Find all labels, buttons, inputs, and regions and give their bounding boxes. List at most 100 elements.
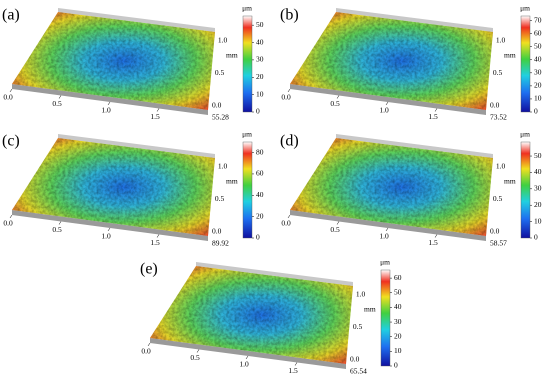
x-tick [294, 362, 298, 366]
panel-label: (d) [280, 133, 299, 150]
panel-label: (e) [140, 261, 158, 278]
colorbar-unit: μm [380, 258, 390, 267]
colorbar-tick-label: 40 [534, 54, 542, 63]
y-tick-label: 1.0 [218, 36, 228, 45]
x-tick-label: 0.0 [281, 219, 291, 228]
colorbar-unit: μm [520, 4, 530, 13]
y-tick-label: 0.5 [493, 68, 503, 77]
x-tick [9, 214, 13, 219]
colorbar-tick-label: 10 [256, 89, 264, 98]
x-tick-label: 1.5 [150, 112, 160, 121]
x-tick-label: 1.0 [101, 232, 111, 241]
back-wall [336, 134, 493, 158]
colorbar-tick-label: 20 [534, 200, 542, 209]
y-axis-unit: mm [226, 177, 238, 186]
y-tick-label: 0.5 [215, 68, 225, 77]
colorbar-tick-label: 40 [256, 37, 264, 46]
x-tick-label: 0.0 [281, 93, 291, 102]
x-tick [156, 234, 160, 238]
colorbar-tick-label: 30 [534, 184, 542, 193]
y-tick-label: 0.5 [353, 322, 363, 331]
colorbar [520, 141, 531, 239]
x-tick [147, 342, 151, 347]
x-tick-label: 0.5 [330, 225, 340, 234]
colorbar-tick-label: 20 [256, 211, 264, 220]
x-tick [434, 108, 438, 112]
x-tick-label: 1.5 [288, 366, 298, 375]
colorbar-tick-label: 50 [534, 151, 542, 160]
back-wall [58, 134, 215, 158]
colorbar-tick-label: 20 [256, 72, 264, 81]
x-tick-label: 1.0 [101, 106, 111, 115]
panel-label: (a) [2, 7, 20, 24]
base-wall [12, 210, 208, 241]
panel: (e) 0.0 0.5 1.0 1.5 0.0 0.5 1.0 mm 65.54 μm 0 10 20 30… [140, 258, 402, 376]
y-tick-label: 0.0 [212, 227, 222, 236]
colorbar-tick-label: 30 [534, 68, 542, 77]
colorbar-tick-label: 10 [534, 94, 542, 103]
colorbar-tick-label: 20 [534, 81, 542, 90]
colorbar-unit: μm [242, 130, 252, 139]
colorbar-tick-label: 0 [256, 233, 260, 242]
y-tick-label: 1.0 [356, 290, 366, 299]
y-axis-unit: mm [504, 51, 516, 60]
panel-label: (b) [280, 7, 299, 24]
y-tick-label: 1.0 [496, 162, 506, 171]
x-tick [336, 221, 340, 225]
colorbar-tick-label: 60 [394, 273, 402, 282]
y-tick-label: 0.0 [490, 101, 500, 110]
panel: (d) 0.0 0.5 1.0 1.5 0.0 0.5 1.0 mm 58.57 μm 0 10 20 30… [280, 130, 542, 248]
y-tick-label: 0.0 [212, 101, 222, 110]
z-max-label: 65.54 [350, 367, 367, 376]
x-tick-label: 1.5 [428, 112, 438, 121]
x-tick-label: 0.5 [190, 353, 200, 362]
colorbar [520, 15, 531, 113]
back-wall [196, 262, 353, 286]
colorbar-tick-label: 0 [394, 361, 398, 370]
back-wall [336, 8, 493, 32]
surface-texture [290, 12, 493, 110]
z-max-label: 55.28 [212, 113, 229, 122]
y-axis-unit: mm [364, 305, 376, 314]
colorbar-tick-label: 50 [256, 20, 264, 29]
colorbar [242, 15, 253, 113]
base-wall [12, 84, 208, 115]
surface-texture [12, 138, 215, 236]
colorbar-unit: μm [520, 130, 530, 139]
panel: (b) 0.0 0.5 1.0 1.5 0.0 0.5 1.0 mm 73.52 μm 0 10 20 30… [280, 4, 542, 122]
colorbar-tick-label: 50 [534, 41, 542, 50]
colorbar-tick-label: 20 [394, 331, 402, 340]
colorbar-tick-label: 30 [256, 55, 264, 64]
z-max-label: 73.52 [490, 113, 507, 122]
y-tick-label: 0.5 [493, 194, 503, 203]
x-tick [9, 88, 13, 93]
y-tick-label: 0.0 [490, 227, 500, 236]
colorbar-tick-label: 0 [534, 233, 538, 242]
surface-texture [12, 12, 215, 110]
back-wall [58, 8, 215, 32]
x-tick-label: 0.0 [3, 93, 13, 102]
colorbar-tick-label: 70 [534, 15, 542, 24]
colorbar-tick-label: 10 [394, 346, 402, 355]
y-tick-label: 0.5 [215, 194, 225, 203]
z-max-label: 89.92 [212, 239, 229, 248]
y-tick-label: 0.0 [350, 355, 360, 364]
y-tick-label: 1.0 [218, 162, 228, 171]
colorbar [242, 141, 253, 239]
x-tick [245, 355, 249, 360]
y-axis-unit: mm [504, 177, 516, 186]
surface-texture [150, 266, 353, 364]
base-wall [150, 338, 346, 369]
panel: (a) 0.0 0.5 1.0 1.5 0.0 0.5 1.0 mm 55.28 μm 0 10 20 30… [2, 4, 264, 122]
panel: (c) 0.0 0.5 1.0 1.5 0.0 0.5 1.0 mm 89.92 μm 0 20 40 60… [2, 130, 264, 248]
colorbar-tick-label: 0 [256, 107, 260, 116]
x-tick [156, 108, 160, 112]
colorbar-tick-label: 60 [534, 28, 542, 37]
x-tick-label: 1.0 [379, 232, 389, 241]
x-tick [58, 95, 62, 99]
y-axis-unit: mm [226, 51, 238, 60]
colorbar-tick-label: 40 [534, 167, 542, 176]
x-tick [385, 101, 389, 106]
panel-label: (c) [2, 133, 20, 150]
